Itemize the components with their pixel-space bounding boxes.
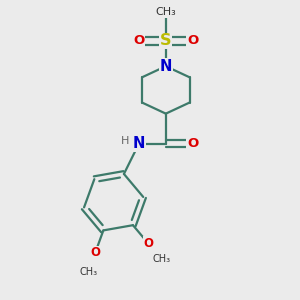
Text: CH₃: CH₃ <box>79 267 97 277</box>
Text: O: O <box>90 246 100 259</box>
Text: O: O <box>187 34 198 47</box>
Text: N: N <box>133 136 145 151</box>
Text: CH₃: CH₃ <box>152 254 170 264</box>
Text: N: N <box>160 59 172 74</box>
Text: O: O <box>187 137 198 150</box>
Text: S: S <box>160 33 172 48</box>
Text: H: H <box>121 136 129 146</box>
Text: CH₃: CH₃ <box>155 8 176 17</box>
Text: O: O <box>143 237 153 250</box>
Text: O: O <box>133 34 145 47</box>
